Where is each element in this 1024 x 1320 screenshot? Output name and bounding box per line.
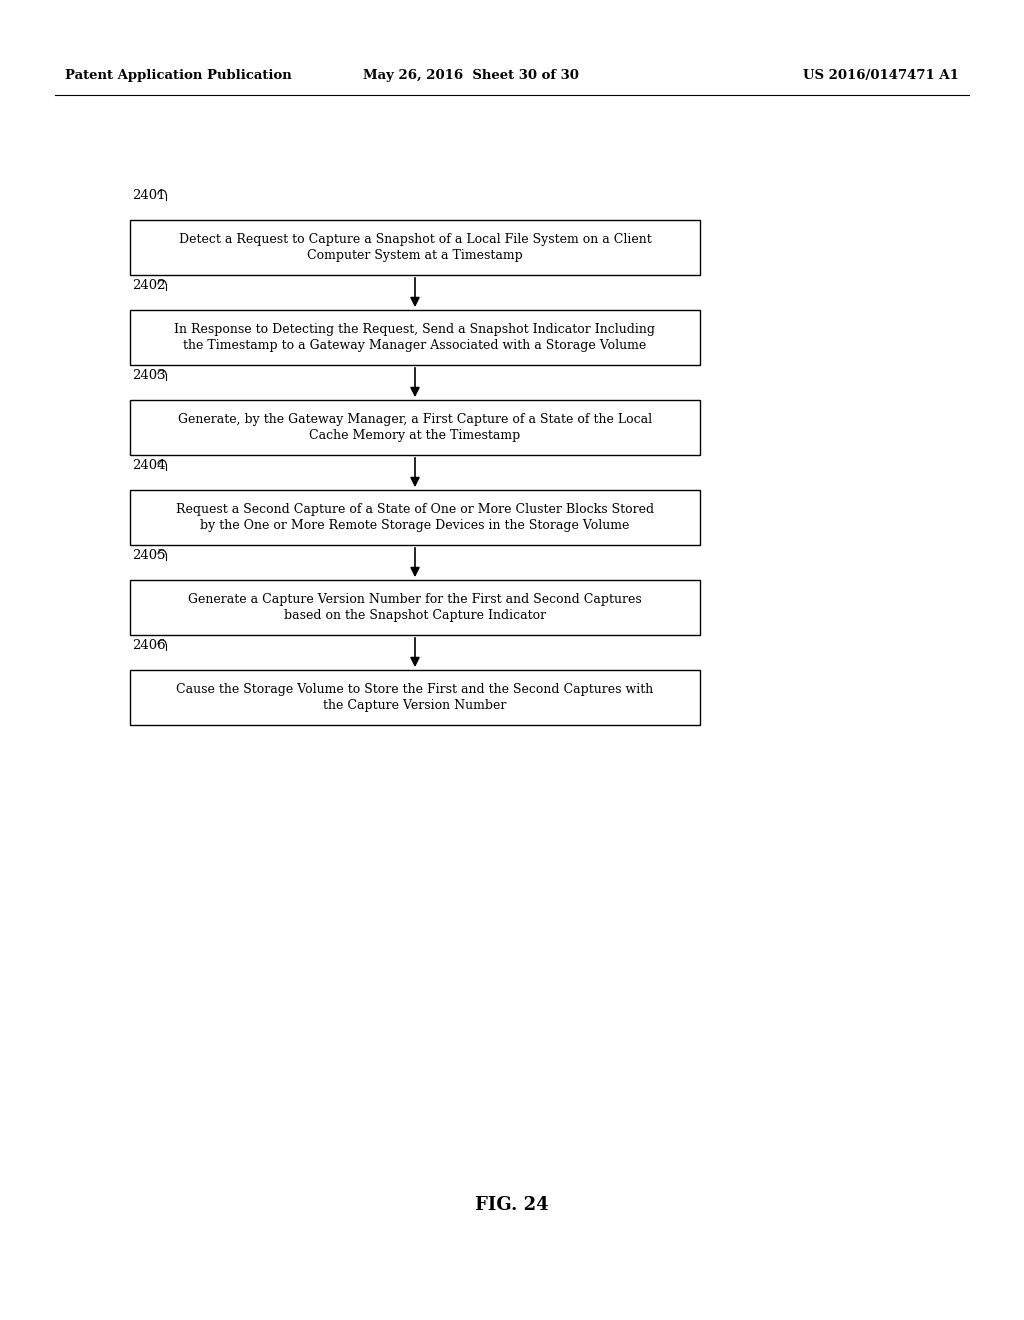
Text: May 26, 2016  Sheet 30 of 30: May 26, 2016 Sheet 30 of 30 bbox=[364, 69, 579, 82]
Text: FIG. 24: FIG. 24 bbox=[475, 1196, 549, 1214]
Text: Generate, by the Gateway Manager, a First Capture of a State of the Local
Cache : Generate, by the Gateway Manager, a Firs… bbox=[178, 413, 652, 441]
Text: 2402: 2402 bbox=[132, 279, 166, 292]
Text: 2406: 2406 bbox=[132, 639, 166, 652]
Text: 2405: 2405 bbox=[132, 549, 166, 562]
Bar bbox=[130, 490, 700, 545]
Text: Patent Application Publication: Patent Application Publication bbox=[65, 69, 292, 82]
Text: 2403: 2403 bbox=[132, 370, 166, 381]
Bar bbox=[130, 400, 700, 455]
Bar bbox=[130, 310, 700, 366]
Text: US 2016/0147471 A1: US 2016/0147471 A1 bbox=[803, 69, 959, 82]
Text: Detect a Request to Capture a Snapshot of a Local File System on a Client
Comput: Detect a Request to Capture a Snapshot o… bbox=[178, 234, 651, 261]
Text: In Response to Detecting the Request, Send a Snapshot Indicator Including
the Ti: In Response to Detecting the Request, Se… bbox=[174, 323, 655, 351]
Text: Generate a Capture Version Number for the First and Second Captures
based on the: Generate a Capture Version Number for th… bbox=[188, 594, 642, 622]
Bar bbox=[130, 579, 700, 635]
Bar bbox=[130, 671, 700, 725]
Text: 2404: 2404 bbox=[132, 459, 166, 473]
Text: Cause the Storage Volume to Store the First and the Second Captures with
the Cap: Cause the Storage Volume to Store the Fi… bbox=[176, 684, 653, 711]
Text: Request a Second Capture of a State of One or More Cluster Blocks Stored
by the : Request a Second Capture of a State of O… bbox=[176, 503, 654, 532]
Text: 2401: 2401 bbox=[132, 189, 166, 202]
Bar bbox=[130, 220, 700, 275]
